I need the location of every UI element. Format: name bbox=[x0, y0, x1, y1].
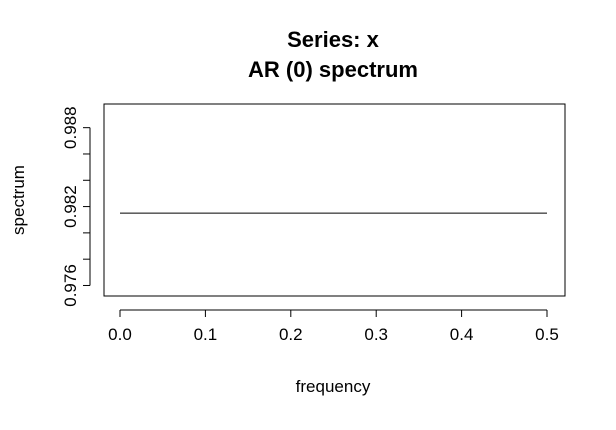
plot-area-border bbox=[103, 103, 566, 297]
y-tick-label: 0.982 bbox=[61, 185, 80, 228]
x-axis-label: frequency bbox=[296, 377, 371, 396]
y-axis-label: spectrum bbox=[9, 165, 28, 235]
y-axis: 0.976 0.982 0.988 bbox=[61, 106, 91, 307]
y-tick-label: 0.988 bbox=[61, 106, 80, 149]
x-tick-label: 0.3 bbox=[364, 325, 388, 344]
y-tick-label: 0.976 bbox=[61, 264, 80, 307]
x-tick-label: 0.4 bbox=[450, 325, 474, 344]
x-tick-label: 0.1 bbox=[194, 325, 218, 344]
x-tick-label: 0.0 bbox=[108, 325, 132, 344]
x-axis: 0.0 0.1 0.2 0.3 0.4 0.5 bbox=[108, 309, 559, 344]
x-tick-label: 0.2 bbox=[279, 325, 303, 344]
chart-title: Series: x bbox=[287, 27, 379, 52]
chart-subtitle: AR (0) spectrum bbox=[248, 57, 418, 82]
x-tick-label: 0.5 bbox=[535, 325, 559, 344]
